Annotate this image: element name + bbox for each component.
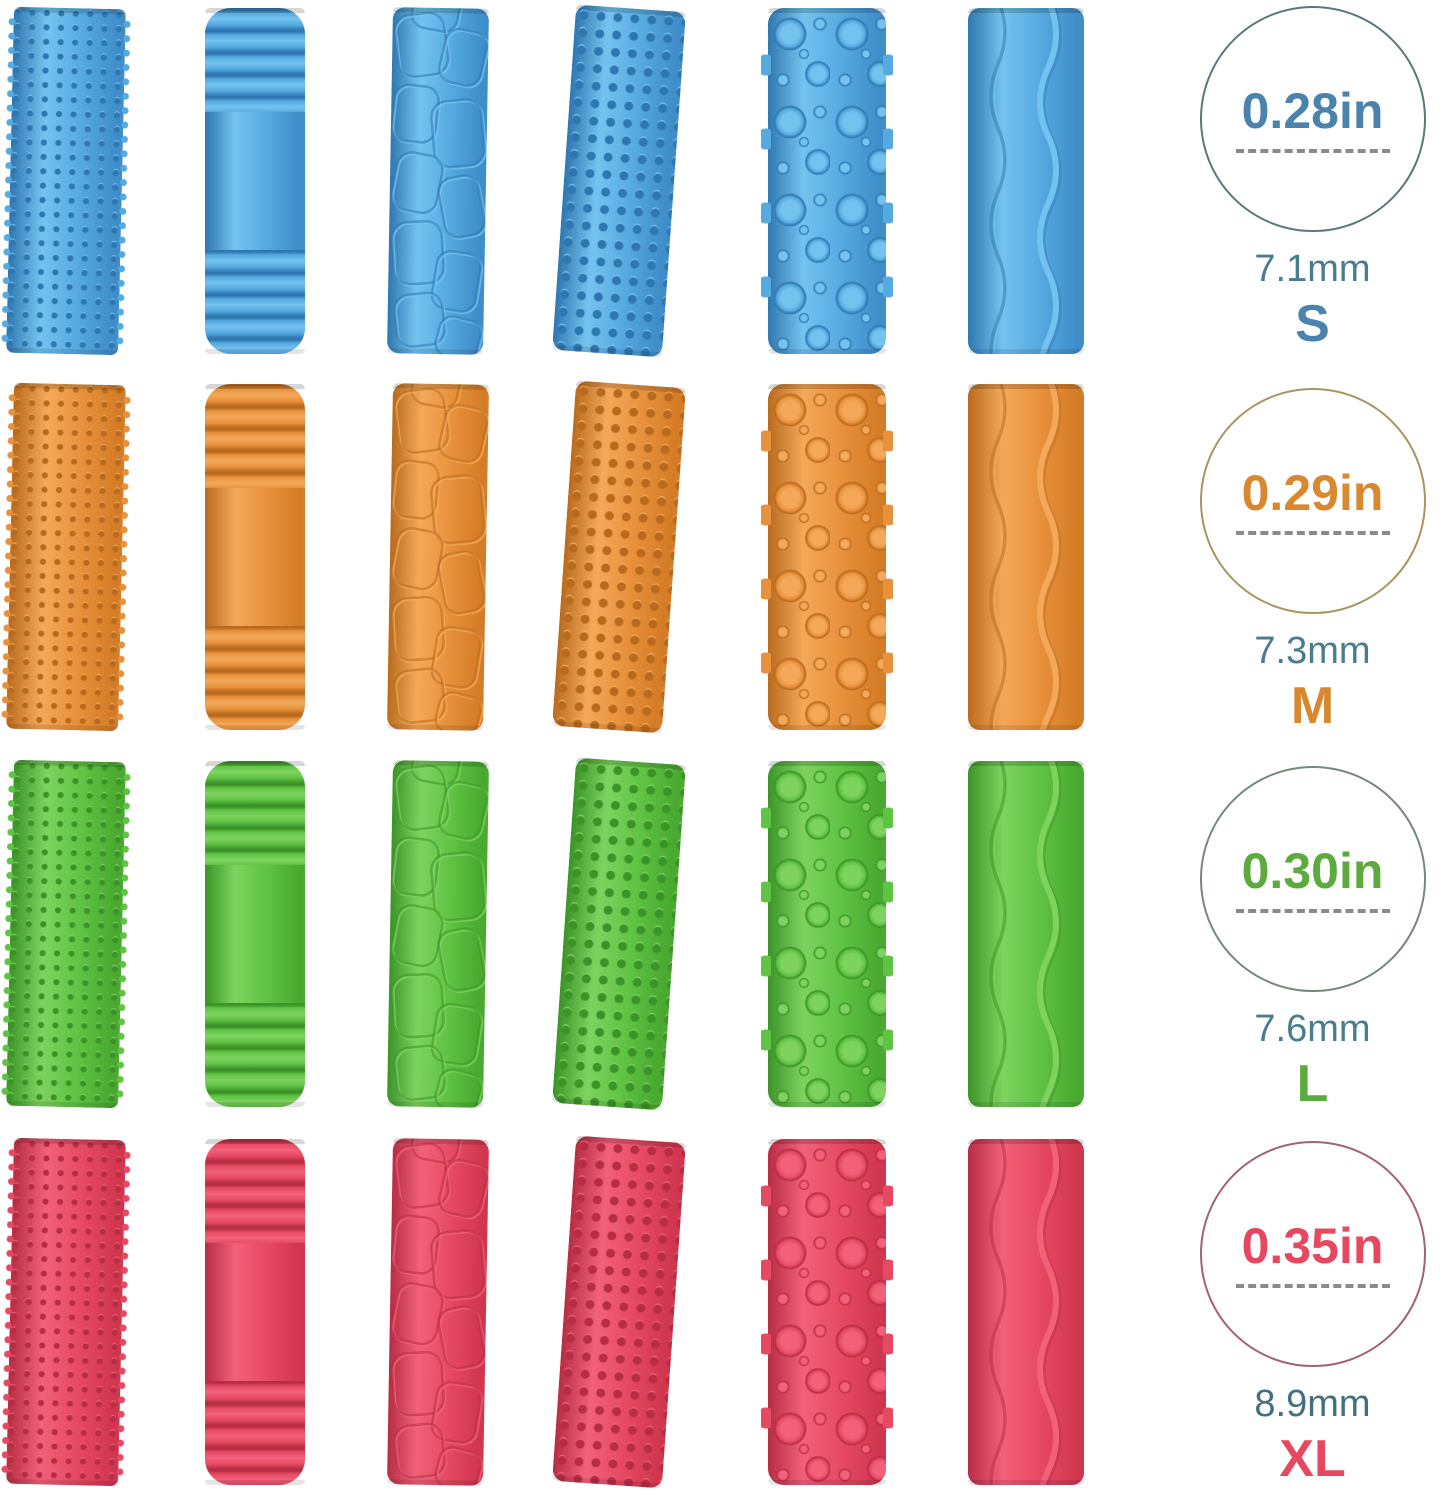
tube-end-cap bbox=[6, 347, 119, 356]
tube-end-cap bbox=[768, 8, 886, 13]
inch-value: 0.35in bbox=[1241, 1217, 1384, 1274]
mm-value: 7.6mm bbox=[1254, 1008, 1371, 1050]
tube-blue-cobblestone bbox=[386, 7, 490, 355]
tube-red-pins bbox=[6, 1137, 126, 1487]
tube-orange-ribbed bbox=[205, 384, 305, 730]
tube-end-cap bbox=[575, 4, 686, 18]
tube-orange-pins bbox=[6, 382, 126, 732]
size-circle: 0.30in bbox=[1199, 766, 1426, 992]
tube-red-bubbles bbox=[761, 1139, 893, 1485]
tube-end-cap bbox=[6, 1478, 119, 1487]
tube-blue-bubbles bbox=[761, 8, 893, 354]
inch-value: 0.30in bbox=[1241, 842, 1384, 899]
waves-texture-svg bbox=[989, 761, 1062, 1107]
tube-end-cap bbox=[768, 349, 886, 354]
tube-green-ribbed bbox=[205, 761, 305, 1107]
tube-end-cap bbox=[575, 380, 686, 394]
dashed-line bbox=[1235, 149, 1390, 154]
cobblestone-texture-svg bbox=[390, 1138, 490, 1486]
tube-end-cap bbox=[575, 1135, 686, 1149]
size-letter: L bbox=[1296, 1054, 1329, 1113]
size-indicator-m: 0.29in 7.3mm M bbox=[1180, 388, 1445, 732]
tube-end-cap bbox=[768, 725, 886, 730]
tube-end-cap bbox=[205, 1480, 305, 1485]
tube-blue-ribbed bbox=[205, 8, 305, 354]
size-circle: 0.28in bbox=[1199, 6, 1426, 232]
size-letter: S bbox=[1295, 294, 1330, 353]
tube-red-cobblestone bbox=[386, 1138, 490, 1486]
tube-end-cap bbox=[13, 382, 126, 391]
tube-end-cap bbox=[13, 1137, 126, 1146]
cobblestone-texture-svg bbox=[390, 760, 490, 1108]
tube-green-cobblestone bbox=[386, 760, 490, 1108]
tube-end-cap bbox=[205, 349, 305, 354]
tube-blue-dots bbox=[552, 4, 686, 358]
tube-end-cap bbox=[768, 1139, 886, 1144]
dashed-line bbox=[1235, 909, 1390, 914]
cobblestone-texture-svg bbox=[390, 7, 490, 355]
tube-end-cap bbox=[6, 1100, 119, 1109]
size-indicator-xl: 0.35in 8.9mm XL bbox=[1180, 1141, 1445, 1485]
tube-orange-cobblestone bbox=[386, 383, 490, 731]
tube-end-cap bbox=[205, 725, 305, 730]
tube-end-cap bbox=[552, 1097, 663, 1111]
tube-orange-waves bbox=[968, 384, 1084, 730]
size-letter: M bbox=[1290, 676, 1335, 735]
tube-end-cap bbox=[205, 1139, 305, 1144]
mm-value: 8.9mm bbox=[1254, 1383, 1371, 1425]
tube-end-cap bbox=[575, 757, 686, 771]
tube-green-waves bbox=[968, 761, 1084, 1107]
tube-end-cap bbox=[552, 1475, 663, 1489]
tube-end-cap bbox=[552, 720, 663, 734]
tube-orange-dots bbox=[552, 380, 686, 734]
tube-end-cap bbox=[6, 723, 119, 732]
size-circle: 0.35in bbox=[1199, 1141, 1426, 1367]
tube-end-cap bbox=[205, 384, 305, 389]
tube-end-cap bbox=[13, 6, 126, 15]
tube-red-ribbed bbox=[205, 1139, 305, 1485]
mm-value: 7.1mm bbox=[1254, 248, 1371, 290]
tube-orange-bubbles bbox=[761, 384, 893, 730]
size-letter: XL bbox=[1279, 1429, 1346, 1488]
cobblestone-texture-svg bbox=[390, 383, 490, 731]
tube-end-cap bbox=[768, 1480, 886, 1485]
dashed-line bbox=[1235, 531, 1390, 536]
tube-green-bubbles bbox=[761, 761, 893, 1107]
tube-end-cap bbox=[768, 1102, 886, 1107]
tube-red-waves bbox=[968, 1139, 1084, 1485]
tube-end-cap bbox=[205, 8, 305, 13]
inch-value: 0.28in bbox=[1241, 82, 1384, 139]
tube-green-pins bbox=[6, 759, 126, 1109]
tube-end-cap bbox=[13, 759, 126, 768]
waves-texture-svg bbox=[989, 1139, 1062, 1485]
size-circle: 0.29in bbox=[1199, 388, 1426, 614]
dashed-line bbox=[1235, 1284, 1390, 1289]
tube-end-cap bbox=[768, 761, 886, 766]
tube-blue-waves bbox=[968, 8, 1084, 354]
size-indicator-l: 0.30in 7.6mm L bbox=[1180, 766, 1445, 1110]
tube-end-cap bbox=[552, 344, 663, 358]
inch-value: 0.29in bbox=[1241, 464, 1384, 521]
tube-red-dots bbox=[552, 1135, 686, 1489]
tube-end-cap bbox=[205, 761, 305, 766]
waves-texture-svg bbox=[989, 384, 1062, 730]
waves-texture-svg bbox=[989, 8, 1062, 354]
tube-end-cap bbox=[205, 1102, 305, 1107]
size-indicator-s: 0.28in 7.1mm S bbox=[1180, 6, 1445, 350]
tube-blue-pins bbox=[6, 6, 126, 356]
tube-end-cap bbox=[768, 384, 886, 389]
tube-green-dots bbox=[552, 757, 686, 1111]
mm-value: 7.3mm bbox=[1254, 630, 1371, 672]
